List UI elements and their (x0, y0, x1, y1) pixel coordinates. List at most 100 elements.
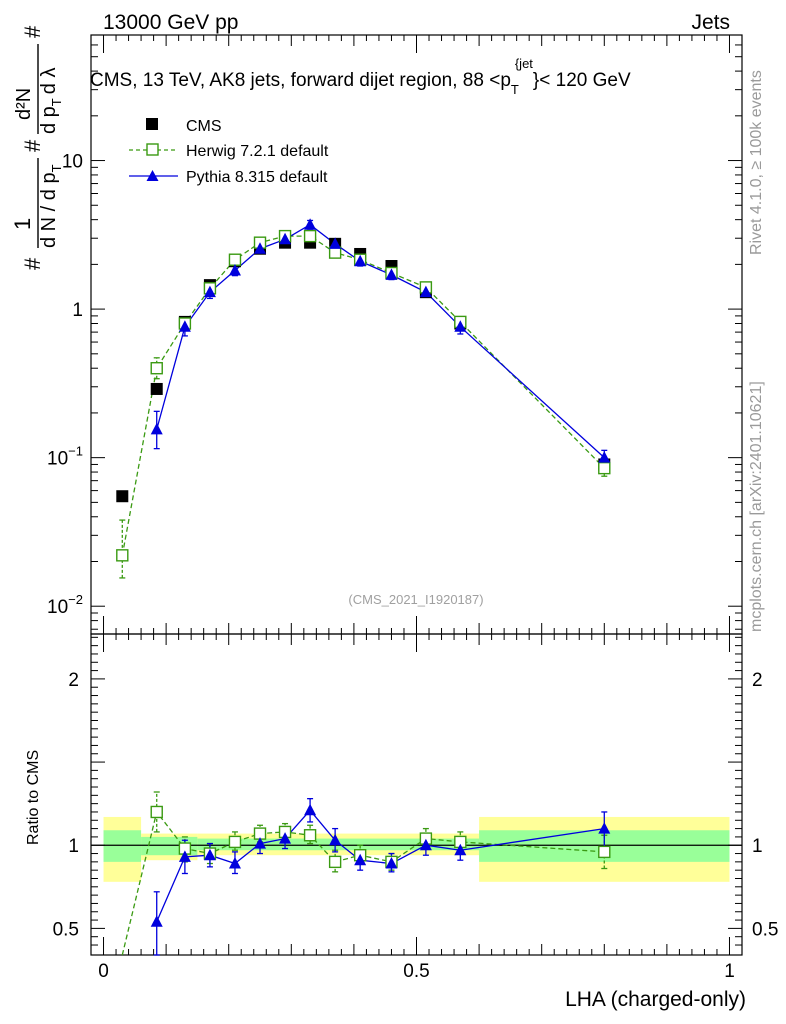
herwig-point (116, 549, 129, 562)
pythia-point (279, 232, 292, 245)
header-right: Jets (691, 11, 730, 34)
pythia-point (385, 268, 398, 280)
ratio-xtick-label: 1 (724, 961, 735, 982)
herwig-line (121, 235, 605, 556)
ratio-herwig-point (328, 855, 342, 869)
ylabel-den: d N / d p (38, 172, 60, 248)
title-post: }< 120 GeV (533, 70, 631, 91)
title-sup: {jet (515, 56, 533, 71)
pythia-point (150, 422, 163, 435)
analysis-id: (CMS_2021_I1920187) (348, 592, 483, 607)
ytick-base: 10 (47, 449, 68, 470)
ratio-pythia-point (254, 837, 267, 849)
ratio-ytick-label-right: 0.5 (752, 919, 778, 940)
ratio-pythia-point (228, 857, 241, 869)
pythia-point (304, 218, 317, 230)
ratio-herwig-point (598, 845, 611, 859)
ylabel-rden: d p (38, 106, 60, 134)
pythia-point (203, 285, 216, 298)
ytick-base: 1 (72, 300, 83, 321)
ratio-ytick-label: 2 (68, 670, 79, 691)
svg-text:1: 1 (10, 218, 35, 230)
ratio-pythia-point (304, 803, 317, 816)
herwig-point (228, 253, 242, 266)
legend-pythia-label: Pythia 8.315 default (186, 169, 328, 186)
legend-herwig-marker (146, 143, 159, 156)
ratio-pythia-point (385, 857, 398, 869)
main-ytick-label: 10 (62, 152, 83, 173)
ratio-ytick-label-right: 2 (752, 670, 763, 691)
ratio-pythia-point (329, 833, 342, 846)
ratio-pythia-point (279, 832, 292, 844)
main-ylabel: # 1 d N / d pT # d²N d pTd λ # (10, 25, 64, 270)
ratio-frame (90, 633, 743, 956)
ytick-base: 10 (62, 152, 83, 173)
ylabel-hash3: # (20, 25, 45, 38)
ratio-pythia-point (150, 915, 163, 927)
svg-text:#: # (20, 25, 45, 38)
title-pre: CMS, 13 TeV, AK8 jets, forward dijet reg… (90, 70, 511, 91)
svg-text:d N / d pT: d N / d pT (38, 164, 64, 248)
ratio-herwig-point (150, 805, 163, 819)
ratio-xtick-label: 0.5 (403, 961, 429, 982)
title-sub: T (511, 82, 519, 97)
legend-herwig-label: Herwig 7.2.1 default (186, 143, 329, 160)
main-ytick-label: 1 (72, 300, 83, 321)
header-left: 13000 GeV pp (103, 11, 238, 34)
ytick-exp: −2 (68, 592, 83, 607)
cms-point (116, 490, 129, 503)
pythia-point (598, 451, 611, 463)
herwig-point (150, 362, 163, 375)
pythia-point (354, 254, 367, 267)
main-ytick-label: 10−2 (47, 592, 83, 618)
cms-point (150, 382, 163, 395)
ytick-base: 10 (47, 597, 68, 618)
ratio-pythia-point (178, 850, 191, 862)
ratio-panel: 0 0.5 1 0.5 0.5 1 1 2 2 (53, 633, 778, 982)
ratio-xtick-label: 0 (98, 961, 109, 982)
ratio-pythia-point (419, 838, 432, 851)
legend-cms-label: CMS (186, 118, 222, 135)
legend-cms-marker (146, 118, 158, 130)
ylabel-one: 1 (10, 218, 35, 230)
ratio-pythia-point (598, 822, 611, 834)
chart-title: CMS, 13 TeV, AK8 jets, forward dijet reg… (90, 56, 631, 97)
legend-pythia-marker (146, 170, 159, 181)
ylabel-hash1: # (20, 257, 45, 270)
ratio-pythia-point (203, 848, 216, 861)
pythia-line (156, 223, 605, 459)
ratio-pythia-point (354, 853, 367, 866)
ylabel-den-sub: T (49, 164, 64, 172)
svg-text:d²N: d²N (13, 88, 35, 120)
ratio-band-inner (103, 830, 142, 862)
svg-text:d pTd λ: d pTd λ (38, 68, 64, 134)
rivet-label: Rivet 4.1.0, ≥ 100k events (748, 70, 765, 255)
ratio-ytick-label: 1 (68, 836, 79, 857)
pythia-point (329, 237, 342, 249)
herwig-point (303, 229, 317, 243)
pythia-point (454, 320, 467, 332)
herwig-point (598, 461, 611, 475)
ylabel-rden-sub: T (49, 98, 64, 106)
main-ytick-label: 10−1 (47, 444, 83, 470)
ratio-herwig-point (303, 829, 317, 842)
ytick-exp: −1 (68, 444, 83, 459)
ratio-pythia-point (454, 843, 467, 856)
x-axis-label: LHA (charged-only) (565, 988, 746, 1011)
mcplots-label: mcplots.cern.ch [arXiv:2401.10621] (748, 381, 765, 632)
svg-text:#: # (20, 139, 45, 152)
ratio-herwig-point (228, 835, 242, 849)
ylabel-hash2: # (20, 139, 45, 152)
svg-text:#: # (20, 257, 45, 270)
ratio-ytick-label: 0.5 (53, 919, 79, 940)
ylabel-d2n: d²N (13, 88, 35, 120)
legend: CMS Herwig 7.2.1 default Pythia 8.315 de… (129, 118, 329, 186)
pythia-point (228, 263, 241, 276)
pythia-point (254, 242, 267, 254)
pythia-point (419, 285, 432, 298)
pythia-point (178, 320, 191, 332)
ylabel-rden-post: d λ (38, 68, 60, 95)
ratio-ylabel: Ratio to CMS (25, 750, 42, 845)
